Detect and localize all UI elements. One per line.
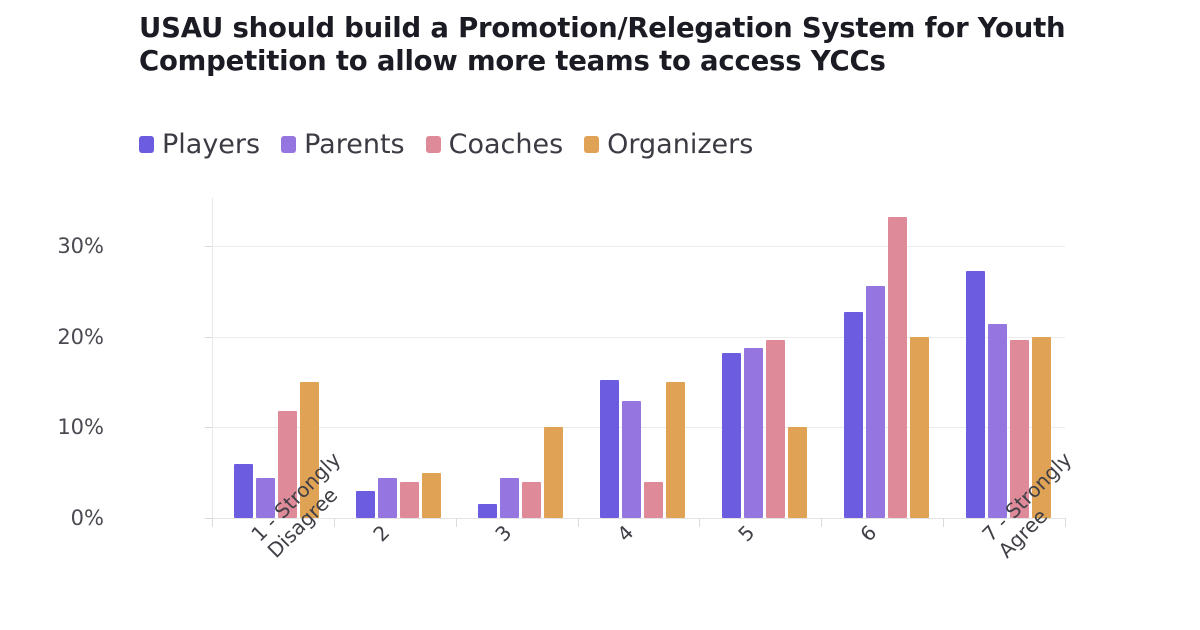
- bar-organizers[interactable]: [422, 472, 442, 518]
- bar-players[interactable]: [965, 271, 985, 518]
- y-axis-tick-label: 30%: [57, 234, 104, 258]
- bar-coaches[interactable]: [400, 481, 420, 518]
- bar-parents[interactable]: [865, 285, 885, 518]
- bar-coaches[interactable]: [765, 340, 785, 518]
- y-axis-tick-label: 20%: [57, 324, 104, 349]
- gridline: [212, 246, 1065, 247]
- x-axis-tick-mark: [699, 518, 701, 527]
- y-axis-tick-mark: [205, 427, 212, 429]
- legend-swatch-icon: [584, 136, 600, 153]
- x-axis-tick-label: 4: [611, 520, 638, 547]
- bar-group: [699, 198, 821, 518]
- bar-players[interactable]: [356, 490, 376, 518]
- plot-area: [212, 198, 1065, 519]
- legend-swatch-icon: [281, 136, 297, 153]
- legend-item-players[interactable]: Players: [139, 131, 260, 158]
- legend-swatch-icon: [425, 136, 441, 153]
- bar-coaches[interactable]: [887, 217, 907, 518]
- chart-title: USAU should build a Promotion/Relegation…: [139, 12, 1066, 77]
- bar-organizers[interactable]: [1031, 336, 1051, 518]
- bar-group: [943, 198, 1065, 518]
- bar-parents[interactable]: [621, 401, 641, 518]
- bar-coaches[interactable]: [522, 481, 542, 518]
- x-axis-tick-mark: [943, 518, 945, 527]
- bar-group: [578, 198, 700, 518]
- bar-players[interactable]: [478, 504, 498, 518]
- bar-organizers[interactable]: [787, 427, 807, 518]
- gridline: [212, 336, 1065, 338]
- y-axis-tick-mark: [205, 336, 212, 338]
- legend-item-label: Organizers: [607, 129, 754, 160]
- x-axis-tick-mark: [333, 518, 335, 527]
- y-axis-tick-label: 0%: [70, 506, 104, 530]
- bar-organizers[interactable]: [909, 336, 929, 518]
- bar-parents[interactable]: [987, 323, 1007, 518]
- bar-group: [212, 198, 334, 518]
- bar-parents[interactable]: [743, 348, 763, 518]
- x-axis-tick-mark: [577, 518, 579, 527]
- legend-swatch-icon: [139, 136, 154, 153]
- x-axis-tick-mark: [821, 518, 823, 527]
- bar-players[interactable]: [599, 380, 619, 518]
- x-axis-tick-label: 6: [855, 520, 882, 547]
- bar-parents[interactable]: [378, 478, 398, 518]
- legend-item-label: Players: [162, 129, 261, 160]
- bar-organizers[interactable]: [544, 427, 564, 518]
- bar-coaches[interactable]: [1009, 340, 1029, 518]
- x-axis-tick-mark: [1065, 518, 1066, 527]
- bar-parents[interactable]: [256, 478, 276, 518]
- bar-group: [456, 198, 578, 518]
- y-axis-line: [212, 198, 213, 518]
- y-axis-tick-label: 10%: [57, 415, 104, 440]
- bar-coaches[interactable]: [278, 411, 298, 518]
- bar-group: [334, 198, 456, 518]
- legend-item-coaches[interactable]: Coaches: [425, 129, 564, 160]
- x-axis-tick-label: 5: [733, 520, 760, 547]
- legend-item-label: Coaches: [448, 129, 564, 160]
- bar-organizers[interactable]: [665, 382, 685, 518]
- legend-item-parents[interactable]: Parents: [281, 131, 405, 158]
- legend-item-organizers[interactable]: Organizers: [584, 131, 753, 158]
- x-axis-tick-mark: [455, 518, 457, 527]
- bar-organizers[interactable]: [300, 382, 320, 518]
- y-axis-tick-mark: [205, 246, 212, 247]
- bar-players[interactable]: [843, 312, 863, 518]
- y-axis-tick-mark: [205, 518, 212, 519]
- gridline: [212, 518, 1065, 519]
- x-axis-tick-mark: [212, 518, 213, 527]
- bar-coaches[interactable]: [643, 481, 663, 518]
- x-axis-tick-label: 3: [489, 520, 516, 547]
- chart-legend: Players Parents Coaches Organizers: [139, 131, 774, 158]
- bar-players[interactable]: [234, 463, 254, 518]
- bar-players[interactable]: [721, 353, 741, 518]
- bar-group: [821, 198, 943, 518]
- x-axis-tick-label: 2: [368, 520, 395, 547]
- bar-parents[interactable]: [500, 478, 520, 518]
- legend-item-label: Parents: [304, 129, 405, 160]
